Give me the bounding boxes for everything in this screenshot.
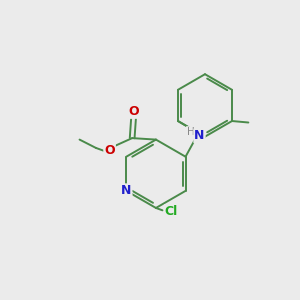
Text: O: O bbox=[128, 105, 139, 118]
Text: H: H bbox=[187, 127, 194, 137]
Text: Cl: Cl bbox=[165, 205, 178, 218]
Text: O: O bbox=[104, 144, 115, 157]
Text: N: N bbox=[121, 184, 131, 197]
Text: N: N bbox=[194, 129, 205, 142]
